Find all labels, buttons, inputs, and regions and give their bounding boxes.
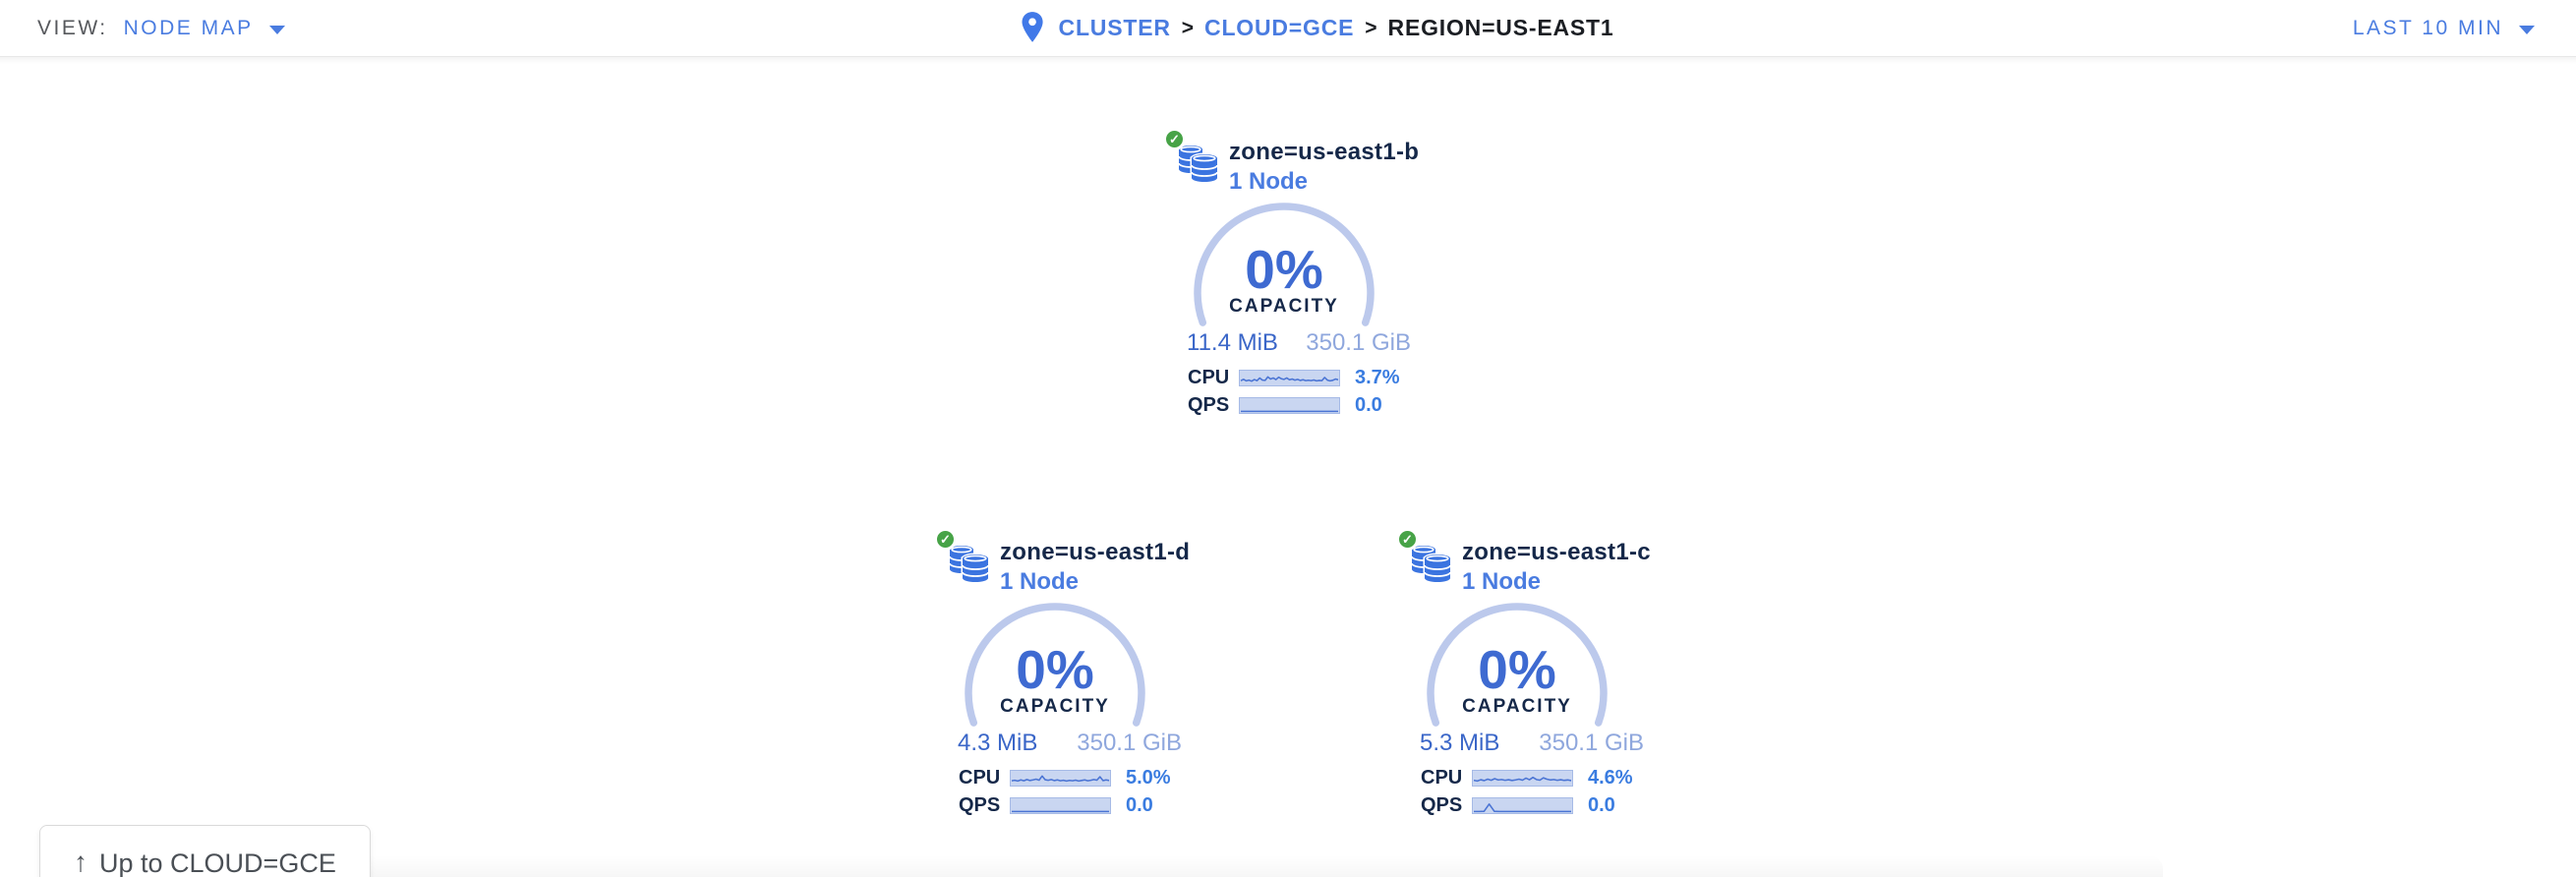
- zone-node-count: 1 Node: [1462, 568, 1542, 595]
- capacity-percent: 0%: [1478, 639, 1556, 700]
- database-stack-icon: [1411, 546, 1452, 584]
- capacity-label: CAPACITY: [1000, 696, 1110, 717]
- view-label: VIEW:: [37, 16, 108, 39]
- zone-header: ✓ zone=us-east1-d 1 Node: [931, 521, 1191, 599]
- healthy-check-icon: ✓: [934, 528, 957, 551]
- up-to-cloud-button[interactable]: ↑ Up to CLOUD=GCE: [39, 825, 371, 877]
- cpu-sparkline: [1472, 769, 1573, 787]
- map-pin-icon: [1022, 12, 1043, 42]
- map-bounds-shadow: [295, 855, 2163, 877]
- capacity-arc: [1427, 603, 1608, 727]
- capacity-values: 5.3 MiB 350.1 GiB: [1420, 730, 1644, 757]
- capacity-values: 11.4 MiB 350.1 GiB: [1187, 329, 1411, 357]
- capacity-arc: [965, 603, 1145, 727]
- time-range-selector[interactable]: LAST 10 MIN: [2353, 17, 2535, 40]
- capacity-total: 350.1 GiB: [1306, 329, 1411, 356]
- cpu-metric-row: CPU 5.0%: [959, 766, 1187, 789]
- zone-header: ✓ zone=us-east1-c 1 Node: [1393, 521, 1651, 599]
- breadcrumb: CLUSTER > CLOUD=GCE > REGION=US-EAST1: [1022, 12, 1614, 42]
- cpu-label: CPU: [959, 766, 1001, 789]
- cpu-value: 4.6%: [1588, 766, 1633, 789]
- capacity-values: 4.3 MiB 350.1 GiB: [958, 730, 1182, 757]
- qps-value: 0.0: [1588, 793, 1615, 816]
- time-range-value: LAST 10 MIN: [2352, 16, 2503, 39]
- zone-name: zone=us-east1-c: [1462, 539, 1651, 565]
- cpu-metric-row: CPU 3.7%: [1188, 366, 1416, 388]
- qps-sparkline: [1472, 796, 1573, 814]
- capacity-used: 4.3 MiB: [958, 730, 1038, 756]
- cpu-label: CPU: [1421, 766, 1463, 789]
- topbar-shadow: [0, 57, 2576, 64]
- capacity-percent: 0%: [1245, 239, 1323, 300]
- capacity-percent: 0%: [1016, 639, 1094, 700]
- qps-label: QPS: [1188, 393, 1230, 416]
- cpu-metric-row: CPU 4.6%: [1421, 766, 1649, 789]
- arrow-up-icon: ↑: [74, 846, 88, 877]
- healthy-check-icon: ✓: [1163, 128, 1186, 150]
- node-map-area: ✓ zone=us-east1-b 1 Node 0% CAPACITY 11.…: [0, 56, 2576, 877]
- qps-value: 0.0: [1355, 393, 1382, 416]
- qps-label: QPS: [959, 793, 1001, 816]
- qps-metric-row: QPS 0.0: [959, 793, 1187, 816]
- chevron-down-icon: [2519, 25, 2535, 34]
- view-selector[interactable]: VIEW: NODE MAP: [37, 17, 285, 40]
- capacity-label: CAPACITY: [1229, 296, 1339, 317]
- qps-metric-row: QPS 0.0: [1188, 393, 1416, 416]
- breadcrumb-separator: >: [1365, 16, 1377, 39]
- qps-sparkline: [1010, 796, 1111, 814]
- topbar: VIEW: NODE MAP CLUSTER > CLOUD=GCE > REG…: [0, 0, 2576, 64]
- cpu-sparkline: [1010, 769, 1111, 787]
- healthy-check-icon: ✓: [1396, 528, 1419, 551]
- zone-name: zone=us-east1-b: [1229, 139, 1420, 165]
- zone-card-us-east1-d[interactable]: ✓ zone=us-east1-d 1 Node 0% CAPACITY 4.3…: [931, 521, 1191, 816]
- topbar-divider: [0, 56, 2576, 57]
- capacity-gauge: 0% CAPACITY: [1186, 199, 1382, 331]
- qps-value: 0.0: [1126, 793, 1153, 816]
- capacity-gauge: 0% CAPACITY: [957, 599, 1153, 731]
- zone-node-count: 1 Node: [1229, 168, 1309, 195]
- chevron-down-icon: [268, 25, 285, 34]
- database-stack-icon: [949, 546, 990, 584]
- up-to-cloud-label: Up to CLOUD=GCE: [99, 848, 336, 877]
- zone-header: ✓ zone=us-east1-b 1 Node: [1160, 121, 1420, 199]
- capacity-total: 350.1 GiB: [1077, 730, 1182, 756]
- zone-card-us-east1-c[interactable]: ✓ zone=us-east1-c 1 Node 0% CAPACITY 5.3…: [1393, 521, 1651, 816]
- qps-sparkline: [1239, 396, 1340, 414]
- breadcrumb-cloud[interactable]: CLOUD=GCE: [1204, 15, 1355, 40]
- capacity-label: CAPACITY: [1462, 696, 1572, 717]
- capacity-used: 11.4 MiB: [1187, 329, 1278, 356]
- view-value: NODE MAP: [123, 16, 254, 39]
- cpu-label: CPU: [1188, 366, 1230, 388]
- capacity-used: 5.3 MiB: [1420, 730, 1500, 756]
- breadcrumb-separator: >: [1181, 16, 1195, 39]
- breadcrumb-cluster[interactable]: CLUSTER: [1058, 15, 1171, 40]
- capacity-arc: [1194, 203, 1375, 326]
- zone-node-count: 1 Node: [1000, 568, 1080, 595]
- cpu-value: 3.7%: [1355, 366, 1400, 388]
- capacity-total: 350.1 GiB: [1539, 730, 1644, 756]
- breadcrumb-region-current: REGION=US-EAST1: [1387, 15, 1614, 40]
- qps-metric-row: QPS 0.0: [1421, 793, 1649, 816]
- qps-label: QPS: [1421, 793, 1463, 816]
- database-stack-icon: [1178, 146, 1219, 184]
- cpu-value: 5.0%: [1126, 766, 1171, 789]
- capacity-gauge: 0% CAPACITY: [1419, 599, 1615, 731]
- zone-name: zone=us-east1-d: [1000, 539, 1191, 565]
- cpu-sparkline: [1239, 369, 1340, 386]
- zone-card-us-east1-b[interactable]: ✓ zone=us-east1-b 1 Node 0% CAPACITY 11.…: [1160, 121, 1420, 416]
